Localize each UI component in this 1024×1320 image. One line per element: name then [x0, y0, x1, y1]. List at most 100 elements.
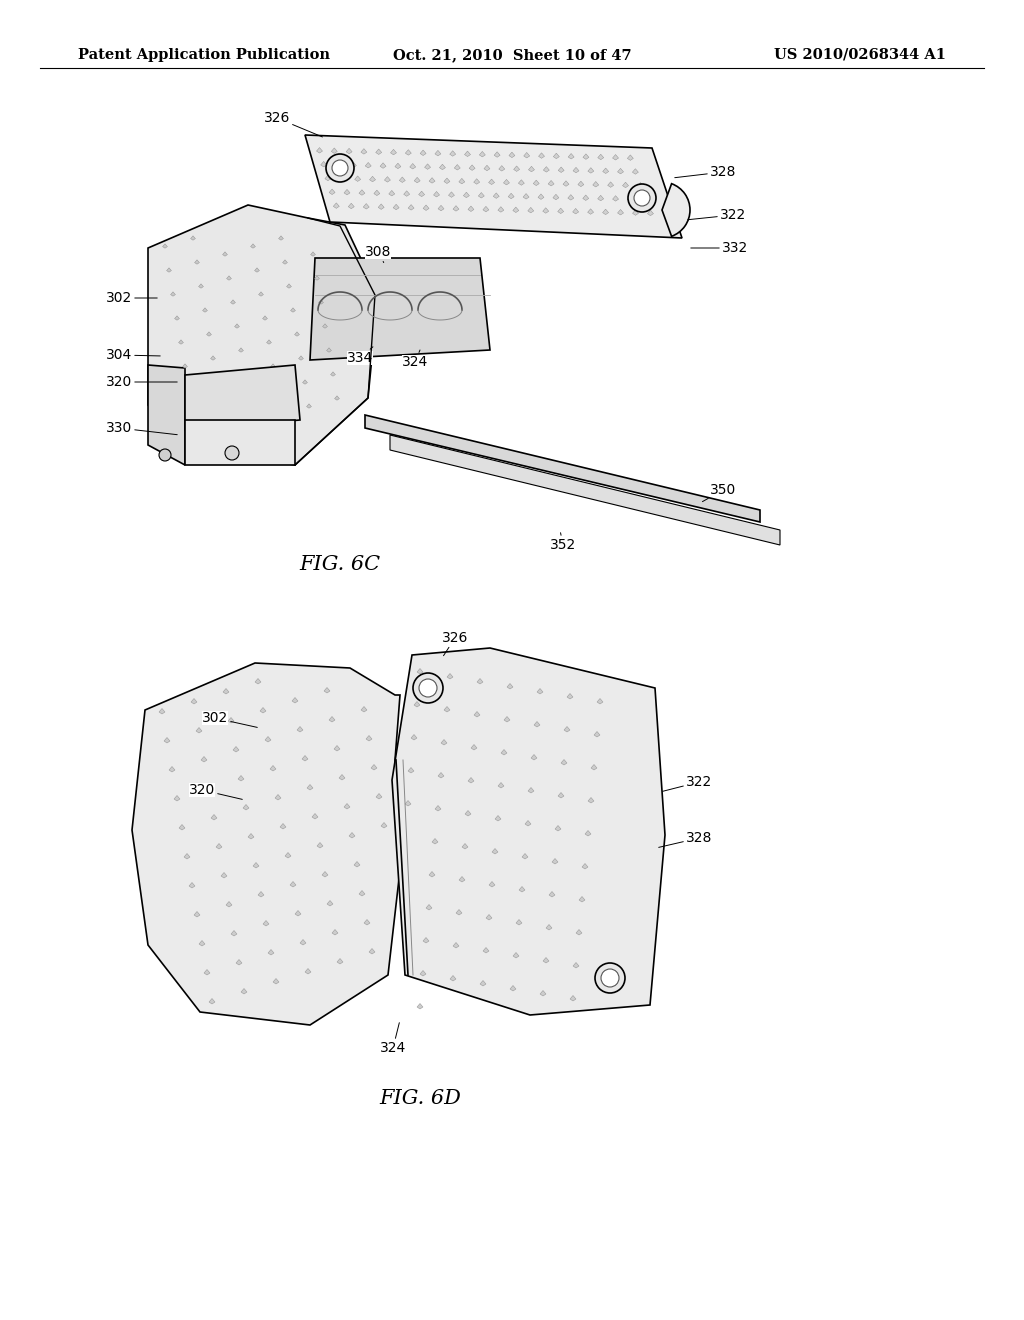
Polygon shape: [433, 191, 439, 197]
Polygon shape: [299, 356, 303, 360]
Polygon shape: [364, 203, 370, 209]
Polygon shape: [366, 162, 372, 168]
Polygon shape: [329, 717, 335, 722]
Polygon shape: [207, 331, 211, 337]
Polygon shape: [450, 150, 456, 156]
Polygon shape: [334, 746, 340, 751]
Polygon shape: [236, 960, 242, 965]
Polygon shape: [132, 663, 400, 1026]
Polygon shape: [164, 738, 170, 743]
Polygon shape: [583, 154, 589, 160]
Polygon shape: [509, 152, 515, 157]
Polygon shape: [390, 436, 780, 545]
Polygon shape: [169, 767, 175, 772]
Polygon shape: [333, 203, 339, 209]
Polygon shape: [406, 149, 412, 156]
Text: Oct. 21, 2010  Sheet 10 of 47: Oct. 21, 2010 Sheet 10 of 47: [392, 48, 632, 62]
Polygon shape: [495, 816, 501, 821]
Wedge shape: [662, 183, 690, 236]
Polygon shape: [395, 164, 401, 169]
Polygon shape: [280, 824, 286, 829]
Text: 334: 334: [347, 347, 373, 366]
Polygon shape: [456, 909, 462, 915]
Polygon shape: [191, 698, 197, 704]
Polygon shape: [597, 698, 603, 704]
Polygon shape: [564, 726, 570, 733]
Polygon shape: [305, 135, 682, 238]
Polygon shape: [258, 891, 264, 898]
Polygon shape: [265, 737, 271, 742]
Polygon shape: [531, 755, 537, 760]
Polygon shape: [279, 236, 284, 240]
Polygon shape: [583, 195, 589, 201]
Polygon shape: [543, 957, 549, 964]
Polygon shape: [429, 178, 435, 183]
Polygon shape: [417, 668, 423, 675]
Polygon shape: [406, 800, 411, 807]
Polygon shape: [222, 428, 227, 432]
Polygon shape: [317, 842, 323, 847]
Polygon shape: [573, 168, 579, 173]
Polygon shape: [369, 949, 375, 954]
Polygon shape: [469, 165, 475, 170]
Polygon shape: [218, 404, 223, 408]
Polygon shape: [441, 739, 447, 744]
Polygon shape: [647, 210, 653, 215]
Polygon shape: [159, 709, 165, 714]
Polygon shape: [323, 323, 328, 329]
Polygon shape: [572, 209, 579, 214]
Polygon shape: [435, 805, 441, 810]
Text: 322: 322: [663, 775, 713, 791]
Polygon shape: [588, 797, 594, 803]
Polygon shape: [184, 854, 190, 859]
Polygon shape: [336, 162, 342, 168]
Polygon shape: [538, 194, 544, 199]
Polygon shape: [251, 244, 255, 248]
Circle shape: [634, 190, 650, 206]
Polygon shape: [465, 810, 471, 816]
Circle shape: [159, 449, 171, 461]
Polygon shape: [612, 195, 618, 201]
Polygon shape: [390, 149, 396, 154]
Polygon shape: [350, 162, 356, 168]
Polygon shape: [167, 268, 171, 272]
Polygon shape: [591, 764, 597, 770]
Polygon shape: [361, 706, 367, 711]
Polygon shape: [411, 734, 417, 741]
Text: US 2010/0268344 A1: US 2010/0268344 A1: [774, 48, 946, 62]
Polygon shape: [399, 177, 406, 182]
Polygon shape: [230, 300, 236, 304]
Polygon shape: [453, 942, 459, 948]
Polygon shape: [209, 998, 215, 1005]
Polygon shape: [537, 689, 543, 694]
Polygon shape: [348, 203, 354, 209]
Text: FIG. 6C: FIG. 6C: [299, 556, 381, 574]
Polygon shape: [492, 849, 498, 854]
Polygon shape: [295, 911, 301, 916]
Polygon shape: [513, 953, 519, 958]
Polygon shape: [483, 206, 488, 211]
Polygon shape: [488, 180, 495, 185]
Polygon shape: [195, 260, 200, 264]
Polygon shape: [578, 181, 584, 186]
Polygon shape: [628, 195, 634, 202]
Polygon shape: [523, 194, 529, 199]
Polygon shape: [290, 882, 296, 887]
Polygon shape: [563, 181, 569, 186]
Text: 304: 304: [105, 348, 160, 362]
Polygon shape: [438, 206, 444, 211]
Polygon shape: [287, 284, 292, 288]
Polygon shape: [253, 862, 259, 869]
Polygon shape: [425, 164, 430, 169]
Text: 352: 352: [550, 533, 577, 552]
Polygon shape: [453, 206, 459, 211]
Polygon shape: [337, 958, 343, 964]
Polygon shape: [549, 891, 555, 898]
Polygon shape: [221, 873, 227, 878]
Polygon shape: [419, 191, 425, 197]
Circle shape: [225, 446, 239, 459]
Polygon shape: [233, 747, 239, 752]
Polygon shape: [459, 178, 465, 183]
Text: 302: 302: [105, 290, 158, 305]
Polygon shape: [199, 940, 205, 946]
